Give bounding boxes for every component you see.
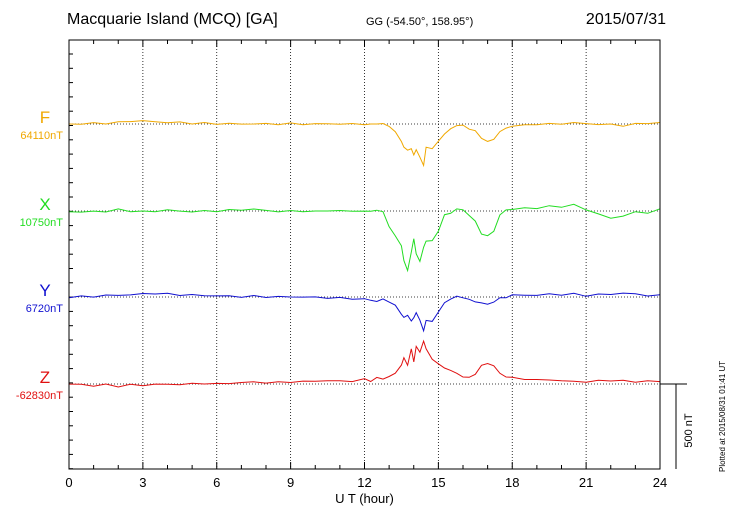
x-tick-label: 3 <box>139 475 146 490</box>
x-tick-label: 21 <box>579 475 593 490</box>
series-y-baseline: 6720nT <box>26 303 64 315</box>
plot-frame <box>68 39 661 470</box>
labels: 0 3 6 9 12 15 18 21 24 U T (hour) F 64110nT X 10750nT… <box>16 108 695 506</box>
x-tick-label: 12 <box>357 475 371 490</box>
series-z-baseline: -62830nT <box>16 390 63 402</box>
series-f-name: F <box>40 108 50 127</box>
series-y-name: Y <box>39 281 50 300</box>
scale-bar-label: 500 nT <box>683 413 695 448</box>
series-x-baseline: 10750nT <box>20 217 64 229</box>
series-x-line <box>68 203 661 273</box>
plotted-timestamp: Plotted at 2015/08/31 01:41 UT <box>718 360 727 472</box>
x-tick-label: 24 <box>653 475 667 490</box>
x-axis-label: U T (hour) <box>335 491 394 506</box>
series-z-name: Z <box>40 368 50 387</box>
x-tick-label: 9 <box>287 475 294 490</box>
x-tick-label: 18 <box>505 475 519 490</box>
series-f-baseline: 64110nT <box>20 130 63 142</box>
x-tick-label: 0 <box>65 475 72 490</box>
series-group <box>68 120 661 388</box>
grid <box>68 40 661 470</box>
x-tick-label: 15 <box>431 475 445 490</box>
series-y-line <box>68 292 661 333</box>
station-coordinates: GG (-54.50°, 158.95°) <box>366 16 474 28</box>
x-tick-label: 6 <box>213 475 220 490</box>
series-f-line <box>68 120 661 168</box>
series-z-line <box>68 339 661 388</box>
page-title: Macquarie Island (MCQ) [GA] <box>67 11 278 28</box>
plot-date: 2015/07/31 <box>585 11 666 28</box>
series-x-name: X <box>39 195 50 214</box>
